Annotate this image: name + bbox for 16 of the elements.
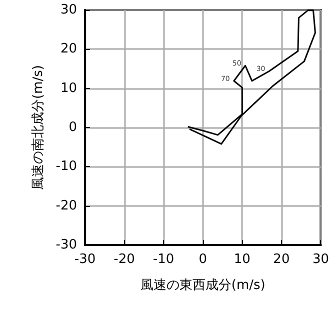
y-tick-label: 20 [60, 42, 77, 57]
x-tick-label: -20 [114, 252, 135, 267]
x-tick-label: 30 [312, 252, 329, 267]
x-tick-label: -30 [74, 252, 96, 267]
y-axis-title: 風速の南北成分(m/s) [30, 65, 46, 190]
x-axis-title: 風速の東西成分(m/s) [140, 278, 266, 293]
y-tick-label: -30 [56, 238, 77, 252]
x-tick-label: -10 [152, 252, 174, 267]
x-tick-label: 20 [273, 252, 290, 267]
x-tick-label: 10 [234, 252, 250, 267]
y-tick-label: 30 [60, 2, 77, 18]
x-tick-label: 0 [198, 252, 208, 267]
y-tick-label: -10 [56, 159, 77, 174]
y-tick-label: 0 [68, 120, 77, 135]
y-tick-label: 10 [60, 80, 77, 96]
y-tick-label: -20 [56, 198, 77, 214]
